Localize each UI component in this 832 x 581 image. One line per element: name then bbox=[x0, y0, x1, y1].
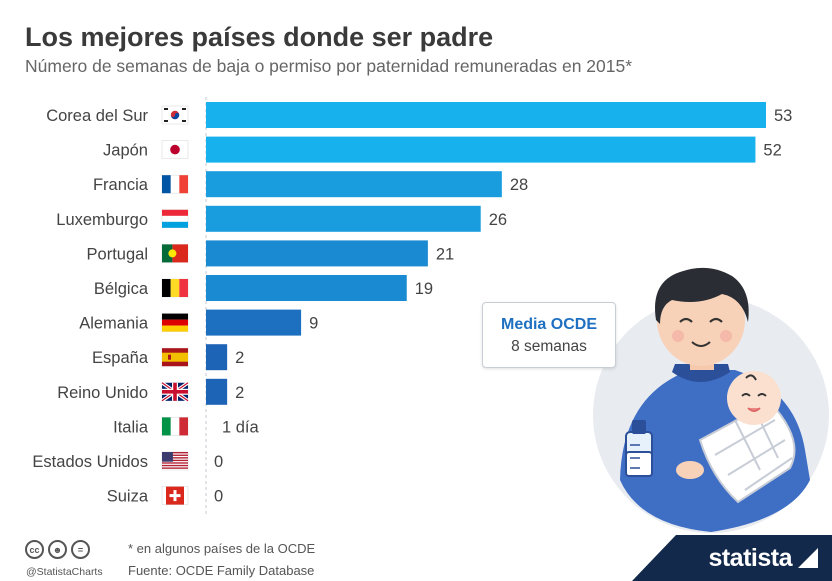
luxembourg-flag-icon bbox=[161, 209, 189, 229]
statista-logo[interactable]: statista bbox=[632, 535, 832, 581]
value-label: 2 bbox=[235, 349, 244, 367]
value-label: 53 bbox=[774, 107, 792, 125]
oecd-average-value: 8 semanas bbox=[511, 338, 587, 355]
spain-flag-icon bbox=[161, 347, 189, 367]
switzerland-flag-icon bbox=[161, 486, 189, 505]
footer-handle: @StatistaCharts bbox=[26, 566, 103, 578]
bar bbox=[206, 309, 302, 336]
value-label: 0 bbox=[214, 453, 223, 471]
category-label: Portugal bbox=[87, 245, 148, 263]
chart-row: Reino Unido 2 bbox=[57, 378, 244, 405]
category-label: Francia bbox=[93, 176, 149, 194]
category-label: Reino Unido bbox=[57, 384, 148, 402]
category-label: Japón bbox=[103, 142, 148, 160]
south-korea-flag-icon bbox=[161, 105, 189, 125]
oecd-average-callout: Media OCDE 8 semanas bbox=[482, 302, 616, 368]
usa-flag-icon bbox=[161, 451, 189, 471]
value-label: 21 bbox=[436, 245, 454, 263]
chart-row: España 2 bbox=[92, 344, 244, 371]
chart-row: Suiza 0 bbox=[107, 486, 223, 506]
value-label: 9 bbox=[309, 315, 318, 333]
value-label: 28 bbox=[510, 176, 528, 194]
license-icons: cc ☻ = bbox=[25, 540, 90, 559]
category-label: España bbox=[92, 349, 149, 367]
chart-subtitle: Número de semanas de baja o permiso por … bbox=[25, 56, 633, 76]
italy-flag-icon bbox=[161, 417, 189, 436]
chart-row: Alemania 9 bbox=[79, 309, 318, 336]
value-label: 52 bbox=[763, 142, 781, 160]
statista-mark-icon bbox=[798, 548, 818, 568]
brand-name: statista bbox=[708, 543, 792, 572]
chart-row: Estados Unidos 0 bbox=[32, 451, 223, 471]
value-label: 0 bbox=[214, 488, 223, 506]
bar bbox=[206, 171, 502, 198]
attribution-icon: ☻ bbox=[48, 540, 67, 559]
chart-row: Francia 28 bbox=[93, 171, 528, 198]
value-label: 26 bbox=[489, 211, 507, 229]
value-label: 2 bbox=[235, 384, 244, 402]
bar bbox=[206, 344, 228, 371]
category-label: Italia bbox=[113, 418, 149, 436]
bar bbox=[206, 378, 228, 405]
bar bbox=[206, 136, 756, 163]
bar bbox=[206, 275, 407, 301]
chart-row: Corea del Sur 53 bbox=[46, 102, 792, 128]
japan-flag-icon bbox=[161, 140, 189, 159]
footer-source: Fuente: OCDE Family Database bbox=[128, 563, 315, 578]
value-label: 1 día bbox=[222, 418, 260, 436]
bar bbox=[206, 240, 428, 267]
category-label: Suiza bbox=[107, 488, 149, 506]
oecd-average-label: Media OCDE bbox=[500, 316, 597, 333]
father-holding-baby-icon bbox=[593, 267, 829, 533]
category-label: Corea del Sur bbox=[46, 107, 148, 125]
germany-flag-icon bbox=[161, 313, 189, 332]
bar bbox=[206, 102, 766, 128]
belgium-flag-icon bbox=[161, 278, 189, 298]
footer-note: * en algunos países de la OCDE bbox=[128, 541, 316, 556]
category-label: Bélgica bbox=[94, 280, 149, 298]
france-flag-icon bbox=[161, 174, 189, 194]
category-label: Estados Unidos bbox=[32, 453, 148, 471]
category-label: Alemania bbox=[79, 315, 149, 333]
value-label: 19 bbox=[415, 280, 433, 298]
bar bbox=[206, 205, 481, 232]
no-derivatives-icon: = bbox=[71, 540, 90, 559]
chart-row: Italia 1 día bbox=[113, 417, 260, 436]
category-label: Luxemburgo bbox=[56, 211, 148, 229]
creative-commons-icon: cc bbox=[25, 540, 44, 559]
chart-row: Japón 52 bbox=[103, 136, 782, 163]
chart-row: Portugal 21 bbox=[87, 240, 454, 267]
chart-row: Bélgica 19 bbox=[94, 275, 433, 301]
portugal-flag-icon bbox=[161, 244, 189, 263]
chart-title: Los mejores países donde ser padre bbox=[25, 22, 494, 52]
chart-row: Luxemburgo 26 bbox=[56, 205, 507, 232]
uk-flag-icon bbox=[161, 381, 189, 403]
